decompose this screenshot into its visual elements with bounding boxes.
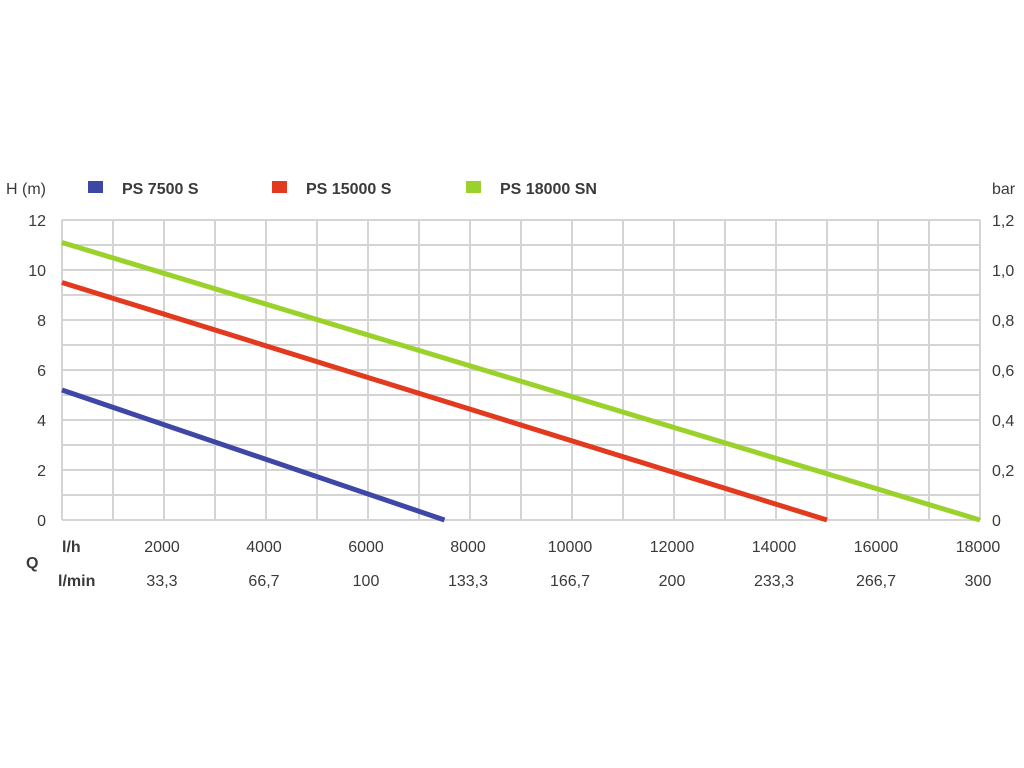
legend: PS 7500 S PS 15000 S PS 18000 SN <box>88 181 597 198</box>
y-tick-label-left: 6 <box>37 363 46 380</box>
x-tick-label: 18000 <box>956 539 1001 556</box>
y-tick-label-right: 0,2 <box>992 463 1014 480</box>
legend-label: PS 7500 S <box>122 181 199 198</box>
y-tick-label-right: 0,4 <box>992 413 1014 430</box>
y-axis-title-right: bar <box>992 181 1016 198</box>
x-tick-label-secondary: 200 <box>659 573 686 590</box>
x-tick-label-secondary: 166,7 <box>550 573 590 590</box>
x-tick-label-secondary: 133,3 <box>448 573 488 590</box>
axis-labels: 0 2 4 6 8 10 12 0 0,2 0,4 0,6 0,8 1,0 1,2 H (m) bar l/h Q… <box>6 181 1016 590</box>
series-lines <box>61 240 981 523</box>
x-tick-label-secondary: 100 <box>353 573 380 590</box>
x-tick-label: 16000 <box>854 539 899 556</box>
series-line-2 <box>61 280 828 523</box>
series-line-3 <box>61 240 981 523</box>
series-line-1 <box>61 387 446 523</box>
legend-swatch <box>88 181 103 193</box>
x-tick-label: 8000 <box>450 539 486 556</box>
x-tick-label: 4000 <box>246 539 282 556</box>
y-tick-label-left: 8 <box>37 313 46 330</box>
y-tick-label-left: 10 <box>28 263 46 280</box>
x-tick-label: 12000 <box>650 539 695 556</box>
legend-swatch <box>466 181 481 193</box>
y-axis-title-left: H (m) <box>6 181 46 198</box>
y-tick-label-right: 1,0 <box>992 263 1014 280</box>
y-tick-label-left: 4 <box>37 413 46 430</box>
x-tick-label: 6000 <box>348 539 384 556</box>
x-tick-label: 10000 <box>548 539 593 556</box>
x-tick-label: 2000 <box>144 539 180 556</box>
y-tick-label-right: 0,6 <box>992 363 1014 380</box>
y-tick-label-left: 12 <box>28 213 46 230</box>
y-tick-label-left: 0 <box>37 513 46 530</box>
y-tick-label-right: 0,8 <box>992 313 1014 330</box>
x-tick-label-secondary: 300 <box>965 573 992 590</box>
y-tick-label-right: 1,2 <box>992 213 1014 230</box>
y-tick-label-right: 0 <box>992 513 1001 530</box>
x-unit-primary: l/h <box>62 539 81 556</box>
x-tick-label-secondary: 33,3 <box>146 573 177 590</box>
legend-swatch <box>272 181 287 193</box>
y-tick-label-left: 2 <box>37 463 46 480</box>
legend-label: PS 15000 S <box>306 181 392 198</box>
x-unit-secondary: l/min <box>58 573 95 590</box>
x-tick-label-secondary: 66,7 <box>248 573 279 590</box>
legend-label: PS 18000 SN <box>500 181 597 198</box>
grid <box>61 219 981 521</box>
x-tick-label-secondary: 233,3 <box>754 573 794 590</box>
x-tick-label-secondary: 266,7 <box>856 573 896 590</box>
x-tick-label: 14000 <box>752 539 797 556</box>
x-axis-symbol: Q <box>26 555 38 572</box>
